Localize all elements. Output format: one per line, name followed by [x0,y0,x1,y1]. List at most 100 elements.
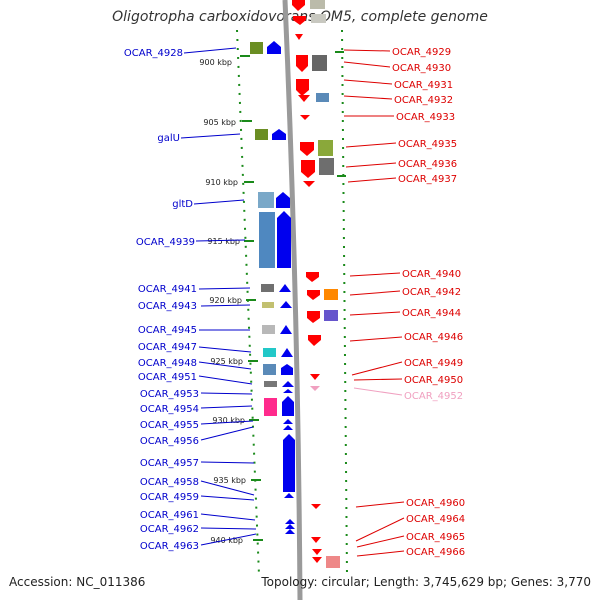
gene-arrow[interactable] [296,79,309,96]
gene-label[interactable]: OCAR_4959 [140,492,199,503]
gene-arrow[interactable] [312,549,322,555]
gene-arrow[interactable] [293,16,306,25]
gene-arrow[interactable] [283,434,295,492]
gene-arrow[interactable] [303,181,315,187]
gene-glyph[interactable] [312,55,327,71]
gene-arrow[interactable] [308,335,321,346]
gene-arrow[interactable] [276,192,290,208]
gene-label[interactable]: OCAR_4929 [392,47,451,58]
gene-label[interactable]: OCAR_4965 [406,532,465,543]
gene-arrow[interactable] [281,364,293,375]
gene-label[interactable]: OCAR_4960 [406,498,465,509]
gene-arrow[interactable] [296,55,308,72]
gene-label[interactable]: OCAR_4954 [140,404,199,415]
gene-label[interactable]: OCAR_4950 [404,375,463,386]
gene-arrow[interactable] [311,504,321,509]
gene-glyph[interactable] [316,93,329,102]
gene-arrow[interactable] [283,389,293,393]
gene-label[interactable]: OCAR_4943 [138,301,197,312]
gene-glyph[interactable] [264,381,277,387]
gene-glyph[interactable] [250,42,263,54]
gene-arrow[interactable] [279,284,291,292]
gene-arrow[interactable] [282,381,294,387]
gene-label[interactable]: OCAR_4930 [392,63,451,74]
gene-label[interactable]: OCAR_4955 [140,420,199,431]
gene-label[interactable]: OCAR_4942 [402,287,461,298]
gene-arrow[interactable] [311,537,321,543]
gene-label[interactable]: OCAR_4944 [402,308,461,319]
gene-label[interactable]: galU [157,133,180,144]
gene-glyph[interactable] [263,364,276,375]
gene-glyph[interactable] [261,284,274,292]
gene-label[interactable]: gltD [172,199,193,210]
gene-glyph[interactable] [263,348,276,357]
gene-glyph[interactable] [262,325,275,334]
gene-label[interactable]: OCAR_4952 [404,391,463,402]
gene-label[interactable]: OCAR_4949 [404,358,463,369]
gene-glyph[interactable] [319,158,334,175]
gene-label[interactable]: OCAR_4951 [138,372,197,383]
gene-arrow[interactable] [277,211,291,268]
gene-label[interactable]: OCAR_4939 [136,237,195,248]
gene-arrow[interactable] [307,290,320,300]
gene-arrow[interactable] [280,301,292,308]
gene-label[interactable]: OCAR_4932 [394,95,453,106]
gene-label[interactable]: OCAR_4964 [406,514,465,525]
gene-glyph[interactable] [326,556,340,568]
gene-arrow[interactable] [285,524,295,529]
gene-arrow[interactable] [300,115,310,120]
gene-glyph[interactable] [324,289,338,300]
gene-arrow[interactable] [310,374,320,380]
gene-glyph[interactable] [310,0,325,9]
gene-arrow[interactable] [285,519,295,524]
gene-arrow[interactable] [300,142,314,156]
gene-label[interactable]: OCAR_4958 [140,477,199,488]
scale-track-left [236,29,260,576]
gene-glyph[interactable] [311,14,326,23]
gene-label[interactable]: OCAR_4948 [138,358,197,369]
gene-label[interactable]: OCAR_4957 [140,458,199,469]
gene-label[interactable]: OCAR_4935 [398,139,457,150]
gene-arrow[interactable] [283,425,293,430]
gene-glyph[interactable] [258,192,274,208]
gene-label[interactable]: OCAR_4956 [140,436,199,447]
gene-glyph[interactable] [259,212,275,268]
gene-arrow[interactable] [283,419,293,424]
gene-arrow[interactable] [307,311,320,323]
gene-arrow[interactable] [267,41,281,54]
gene-label[interactable]: OCAR_4931 [394,80,453,91]
gene-label[interactable]: OCAR_4963 [140,541,199,552]
gene-arrow[interactable] [310,386,320,391]
gene-label[interactable]: OCAR_4933 [396,112,455,123]
gene-label[interactable]: OCAR_4961 [140,510,199,521]
gene-arrow[interactable] [301,160,315,178]
gene-label[interactable]: OCAR_4936 [398,159,457,170]
gene-label[interactable]: OCAR_4947 [138,342,197,353]
gene-arrow[interactable] [285,529,295,534]
gene-glyph[interactable] [255,129,268,140]
gene-arrow[interactable] [295,34,303,40]
gene-label[interactable]: OCAR_4928 [124,48,183,59]
gene-glyph[interactable] [262,302,274,308]
gene-label[interactable]: OCAR_4962 [140,524,199,535]
scale-label: 925 kbp [210,357,243,366]
gene-label[interactable]: OCAR_4945 [138,325,197,336]
gene-label[interactable]: OCAR_4937 [398,174,457,185]
gene-arrow[interactable] [281,348,293,357]
gene-label[interactable]: OCAR_4941 [138,284,197,295]
gene-label[interactable]: OCAR_4953 [140,389,199,400]
gene-arrow[interactable] [298,95,310,102]
gene-arrow[interactable] [280,325,292,334]
gene-label[interactable]: OCAR_4940 [402,269,461,280]
gene-arrow[interactable] [284,493,294,498]
gene-arrow[interactable] [312,557,322,563]
gene-arrow[interactable] [292,0,305,11]
gene-glyph[interactable] [318,140,333,156]
gene-arrow[interactable] [306,272,319,282]
gene-glyph[interactable] [264,398,277,416]
gene-arrow[interactable] [282,396,294,416]
gene-glyph[interactable] [324,310,338,321]
gene-label[interactable]: OCAR_4966 [406,547,465,558]
gene-arrow[interactable] [272,129,286,140]
gene-label[interactable]: OCAR_4946 [404,332,463,343]
